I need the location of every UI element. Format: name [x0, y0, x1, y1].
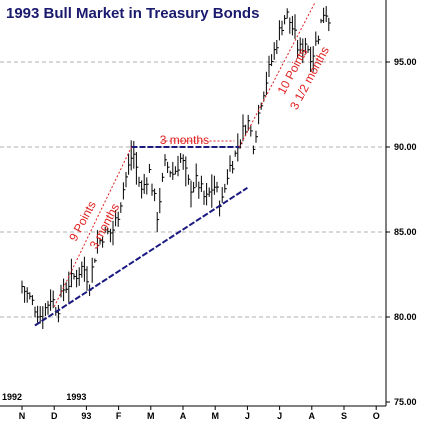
x-tick-label: 93: [81, 411, 91, 421]
x-tick-label: A: [180, 411, 187, 421]
x-tick-label: M: [211, 411, 219, 421]
year-labels: 1992 1993: [2, 392, 86, 402]
x-tick-label: F: [116, 411, 122, 421]
x-tick-labels: N D 93 F M A M J J A S O: [19, 406, 380, 421]
x-tick-label: S: [341, 411, 347, 421]
grid: [0, 61, 386, 318]
y-tick-label: 90.00: [394, 142, 417, 152]
y-tick-labels: 75.00 80.00 85.00 90.00 95.00: [386, 57, 417, 407]
rise-guide-line: [238, 2, 316, 148]
x-tick-label: N: [19, 411, 26, 421]
x-tick-label: M: [147, 411, 155, 421]
x-tick-label: A: [309, 411, 316, 421]
y-tick-label: 75.00: [394, 397, 417, 407]
year-label: 1992: [2, 392, 22, 402]
x-tick-label: J: [245, 411, 250, 421]
chart-title: 1993 Bull Market in Treasury Bonds: [6, 5, 259, 22]
y-tick-label: 80.00: [394, 312, 417, 322]
x-tick-label: O: [373, 411, 380, 421]
price-bars: [21, 6, 331, 330]
x-tick-label: D: [51, 411, 58, 421]
annotation-label: 3 months: [160, 133, 209, 147]
year-label: 1993: [66, 392, 86, 402]
trendlines: [34, 146, 248, 327]
y-tick-label: 85.00: [394, 227, 417, 237]
y-tick-label: 95.00: [394, 57, 417, 67]
x-tick-label: J: [277, 411, 282, 421]
trendline: [34, 186, 248, 327]
rise-guide-line: [53, 146, 132, 308]
